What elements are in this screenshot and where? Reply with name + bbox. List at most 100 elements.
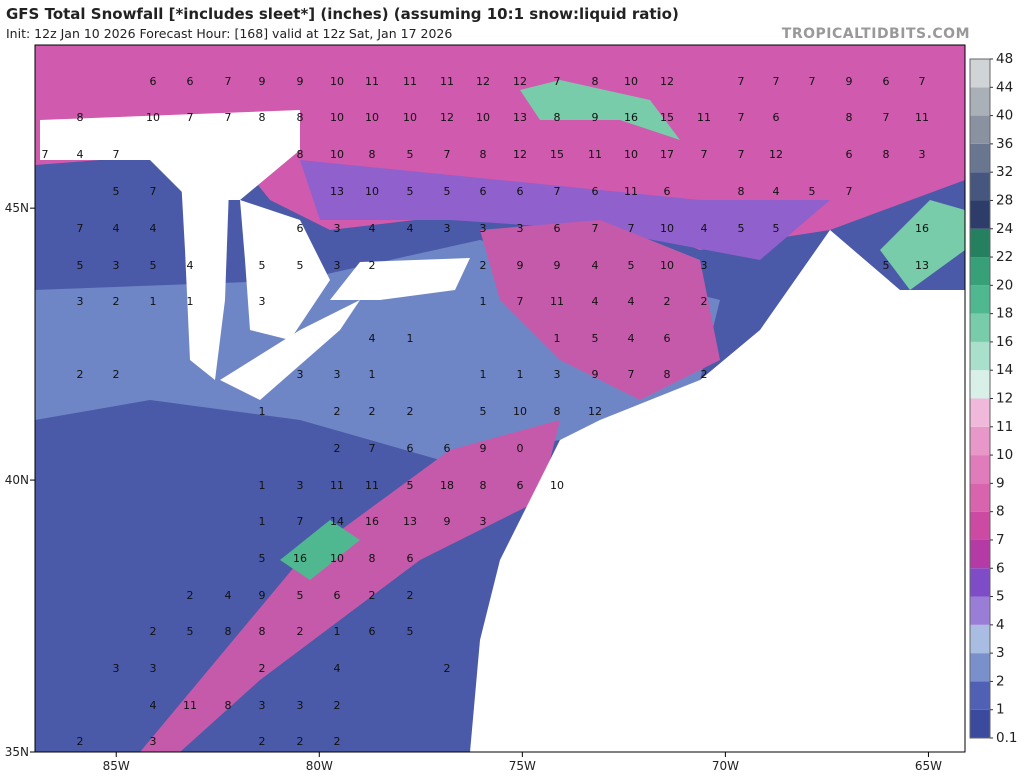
grid-point-label: 2: [297, 625, 304, 638]
grid-point-label: 7: [738, 75, 745, 88]
grid-point-label: 1: [480, 295, 487, 308]
grid-point-label: 16: [624, 111, 638, 124]
colorbar-label: 4: [996, 617, 1005, 633]
grid-point-label: 6: [517, 185, 524, 198]
grid-point-label: 2: [407, 405, 414, 418]
grid-point-label: 6: [407, 552, 414, 565]
grid-point-label: 12: [513, 75, 527, 88]
grid-point-label: 7: [628, 222, 635, 235]
grid-point-label: 4: [225, 589, 232, 602]
grid-point-label: 2: [187, 589, 194, 602]
grid-point-label: 11: [440, 75, 454, 88]
grid-point-label: 11: [330, 479, 344, 492]
grid-point-label: 3: [554, 368, 561, 381]
grid-point-label: 2: [113, 368, 120, 381]
grid-point-label: 6: [554, 222, 561, 235]
grid-point-label: 6: [773, 111, 780, 124]
colorbar-bin: [970, 172, 990, 201]
grid-point-label: 6: [444, 442, 451, 455]
colorbar-bin: [970, 228, 990, 258]
grid-point-label: 5: [187, 625, 194, 638]
grid-point-label: 7: [517, 295, 524, 308]
grid-point-label: 1: [480, 368, 487, 381]
x-tick-label: 65W: [915, 759, 942, 772]
grid-point-label: 5: [297, 589, 304, 602]
grid-point-label: 7: [554, 75, 561, 88]
grid-point-label: 7: [150, 185, 157, 198]
grid-point-label: 4: [187, 259, 194, 272]
grid-point-label: 6: [592, 185, 599, 198]
grid-point-label: 7: [919, 75, 926, 88]
grid-point-label: 4: [77, 148, 84, 161]
colorbar-bin: [970, 455, 990, 484]
colorbar-label: 18: [996, 306, 1013, 322]
colorbar-label: 24: [996, 221, 1013, 237]
grid-point-label: 5: [773, 222, 780, 235]
grid-point-label: 2: [113, 295, 120, 308]
grid-point-label: 3: [480, 515, 487, 528]
colorbar-label: 12: [996, 391, 1013, 407]
grid-point-label: 5: [113, 185, 120, 198]
grid-point-label: 5: [592, 332, 599, 345]
snow-band: [520, 80, 680, 140]
colorbar-bin: [970, 143, 990, 173]
colorbar-label: 7: [996, 532, 1005, 548]
grid-point-label: 4: [592, 259, 599, 272]
grid-point-label: 6: [334, 589, 341, 602]
colorbar-label: 16: [996, 334, 1013, 350]
colorbar-label: 0.1: [996, 730, 1017, 746]
grid-point-label: 8: [480, 479, 487, 492]
colorbar-label: 6: [996, 560, 1005, 576]
grid-point-label: 5: [150, 259, 157, 272]
grid-point-label: 7: [225, 75, 232, 88]
grid-point-label: 4: [113, 222, 120, 235]
grid-point-label: 6: [517, 479, 524, 492]
colorbar-label: 14: [996, 362, 1013, 378]
grid-point-label: 4: [150, 222, 157, 235]
grid-point-label: 8: [554, 111, 561, 124]
grid-point-label: 15: [550, 148, 564, 161]
colorbar-label: 3: [996, 645, 1005, 661]
grid-point-label: 8: [369, 552, 376, 565]
lake: [330, 258, 470, 300]
grid-point-label: 3: [259, 699, 266, 712]
grid-point-label: 2: [369, 589, 376, 602]
map-area: [35, 45, 965, 752]
colorbar-label: 11: [996, 419, 1013, 435]
grid-point-label: 7: [701, 148, 708, 161]
grid-point-label: 10: [624, 75, 638, 88]
colorbar-bin: [970, 653, 990, 682]
grid-point-label: 1: [554, 332, 561, 345]
grid-point-label: 5: [883, 259, 890, 272]
y-tick-label: 35N: [5, 745, 29, 759]
grid-point-label: 7: [225, 111, 232, 124]
grid-point-label: 5: [738, 222, 745, 235]
snow-band: [280, 520, 360, 580]
grid-point-label: 4: [369, 332, 376, 345]
grid-point-label: 9: [297, 75, 304, 88]
colorbar-label: 1: [996, 702, 1005, 718]
grid-point-label: 3: [334, 259, 341, 272]
grid-point-label: 1: [259, 405, 266, 418]
grid-point-label: 18: [440, 479, 454, 492]
lake: [180, 160, 230, 380]
grid-point-label: 9: [444, 515, 451, 528]
grid-point-label: 3: [297, 699, 304, 712]
grid-point-label: 7: [883, 111, 890, 124]
grid-point-label: 10: [330, 552, 344, 565]
grid-point-label: 0: [517, 442, 524, 455]
snow-band: [880, 200, 965, 290]
colorbar-bin: [970, 681, 990, 710]
grid-point-label: 11: [624, 185, 638, 198]
grid-point-label: 16: [915, 222, 929, 235]
snow-band: [300, 160, 830, 260]
grid-point-label: 8: [259, 111, 266, 124]
grid-point-label: 1: [517, 368, 524, 381]
colorbar-label: 22: [996, 249, 1013, 265]
grid-point-label: 2: [369, 405, 376, 418]
grid-point-label: 3: [334, 368, 341, 381]
grid-point-label: 2: [444, 662, 451, 675]
grid-point-label: 8: [369, 148, 376, 161]
colorbar-bin: [970, 313, 990, 342]
grid-point-label: 7: [809, 75, 816, 88]
